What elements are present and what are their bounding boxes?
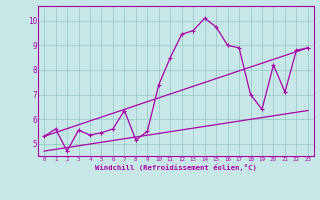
X-axis label: Windchill (Refroidissement éolien,°C): Windchill (Refroidissement éolien,°C) (95, 164, 257, 171)
